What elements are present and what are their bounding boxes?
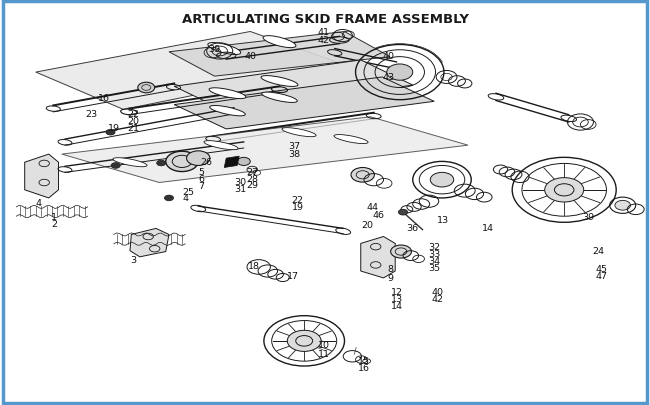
- Text: 15: 15: [358, 356, 370, 365]
- Text: 36: 36: [407, 223, 419, 232]
- Circle shape: [157, 161, 166, 166]
- Text: 22: 22: [292, 195, 304, 204]
- Text: 42: 42: [318, 36, 330, 45]
- Text: 7: 7: [198, 182, 205, 191]
- Polygon shape: [224, 157, 239, 168]
- Text: 29: 29: [246, 181, 258, 190]
- Circle shape: [351, 168, 374, 183]
- Text: 39: 39: [582, 212, 594, 221]
- Text: 32: 32: [428, 243, 440, 252]
- Text: 5: 5: [198, 168, 205, 177]
- Text: 9: 9: [387, 273, 393, 282]
- Text: 18: 18: [248, 262, 259, 271]
- Text: 10: 10: [318, 341, 330, 350]
- Text: 41: 41: [318, 28, 330, 37]
- Text: 46: 46: [373, 211, 385, 220]
- Text: 13: 13: [391, 294, 402, 303]
- Polygon shape: [62, 117, 468, 183]
- Circle shape: [391, 245, 411, 258]
- Text: 26: 26: [201, 158, 213, 166]
- Text: 6: 6: [198, 175, 205, 183]
- Text: 4: 4: [36, 198, 42, 207]
- Circle shape: [545, 178, 584, 202]
- Text: 24: 24: [592, 247, 604, 256]
- Circle shape: [237, 158, 250, 166]
- Text: 44: 44: [367, 203, 378, 212]
- Circle shape: [166, 152, 198, 172]
- Text: 11: 11: [318, 349, 330, 358]
- Text: 16: 16: [358, 363, 370, 372]
- Text: 20: 20: [127, 117, 139, 126]
- Circle shape: [164, 196, 174, 201]
- Text: 19: 19: [108, 124, 120, 133]
- Text: 39: 39: [209, 45, 220, 54]
- Text: 47: 47: [595, 272, 607, 281]
- Polygon shape: [36, 32, 344, 110]
- Text: 42: 42: [432, 294, 443, 303]
- Text: 22: 22: [127, 110, 139, 119]
- Text: 27: 27: [246, 168, 258, 177]
- Circle shape: [387, 65, 413, 81]
- Text: 34: 34: [428, 256, 440, 265]
- Circle shape: [138, 83, 155, 94]
- Text: 4: 4: [182, 194, 188, 203]
- Text: 30: 30: [235, 178, 246, 187]
- Text: 33: 33: [428, 249, 440, 258]
- Text: 35: 35: [428, 264, 440, 273]
- Text: 13: 13: [437, 215, 449, 224]
- Text: ARTICULATING SKID FRAME ASSEMBLY: ARTICULATING SKID FRAME ASSEMBLY: [181, 13, 469, 26]
- Ellipse shape: [334, 135, 368, 144]
- Text: 14: 14: [482, 223, 493, 232]
- Text: 23: 23: [85, 110, 97, 119]
- Circle shape: [398, 210, 408, 215]
- Text: 12: 12: [391, 287, 402, 296]
- Ellipse shape: [113, 158, 147, 167]
- Text: 21: 21: [127, 124, 139, 133]
- Polygon shape: [169, 32, 390, 77]
- Ellipse shape: [209, 89, 246, 99]
- Text: 40: 40: [432, 287, 443, 296]
- Circle shape: [187, 151, 210, 166]
- Text: 37: 37: [289, 142, 300, 151]
- Circle shape: [430, 173, 454, 188]
- Text: 31: 31: [235, 185, 246, 194]
- Text: 19: 19: [292, 202, 304, 211]
- Text: 38: 38: [289, 149, 300, 158]
- Text: 40: 40: [244, 52, 256, 61]
- Text: 8: 8: [387, 265, 393, 274]
- Polygon shape: [130, 229, 169, 257]
- Polygon shape: [25, 155, 58, 198]
- Text: 40: 40: [383, 52, 395, 61]
- Ellipse shape: [204, 141, 238, 150]
- Polygon shape: [361, 237, 395, 278]
- Text: 17: 17: [287, 271, 298, 280]
- Circle shape: [615, 201, 630, 211]
- Text: 16: 16: [98, 94, 110, 102]
- Polygon shape: [174, 78, 434, 130]
- Text: 2: 2: [51, 219, 57, 228]
- Text: 14: 14: [391, 301, 402, 310]
- Circle shape: [287, 330, 321, 352]
- Text: 25: 25: [183, 188, 194, 196]
- Ellipse shape: [210, 106, 245, 117]
- Ellipse shape: [208, 43, 240, 55]
- Text: 28: 28: [246, 175, 258, 183]
- Ellipse shape: [262, 93, 297, 103]
- Ellipse shape: [282, 128, 316, 137]
- Polygon shape: [174, 61, 413, 112]
- Text: 3: 3: [130, 256, 136, 264]
- Text: 20: 20: [361, 220, 373, 229]
- Text: 45: 45: [595, 265, 607, 274]
- Ellipse shape: [261, 77, 298, 87]
- Circle shape: [111, 163, 120, 169]
- Ellipse shape: [263, 36, 296, 49]
- Text: 43: 43: [383, 73, 395, 82]
- Text: 1: 1: [51, 212, 57, 221]
- Circle shape: [106, 130, 115, 136]
